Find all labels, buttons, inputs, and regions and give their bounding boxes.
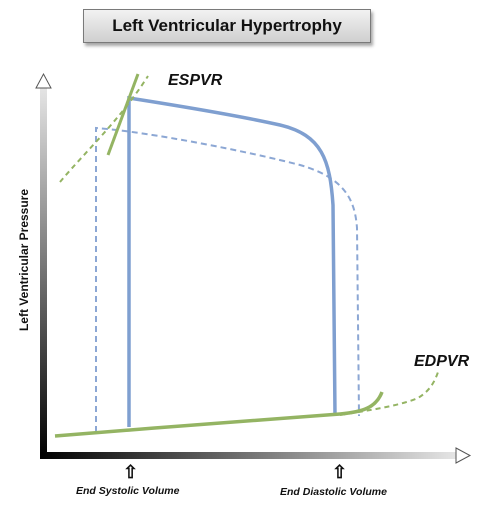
espvr-dashed-line: [59, 75, 149, 183]
edpvr-label: EDPVR: [414, 353, 470, 370]
y-axis: [40, 86, 47, 458]
end-systolic-marker-icon: ⇧: [123, 462, 139, 482]
pv-loop-solid: [127, 95, 337, 427]
end-systolic-volume-label: End Systolic Volume: [76, 485, 180, 497]
x-axis-arrowhead: [455, 447, 472, 464]
x-axis: [40, 452, 458, 459]
end-diastolic-volume-label: End Diastolic Volume: [280, 486, 387, 498]
edpvr-solid-curve: [54, 391, 384, 438]
espvr-solid-line: [106, 73, 140, 156]
espvr-label: ESPVR: [168, 72, 223, 89]
y-axis-arrowhead: [35, 72, 52, 89]
pv-loop-dashed: [95, 126, 360, 432]
edpvr-dashed-curve: [339, 371, 439, 416]
end-diastolic-marker-icon: ⇧: [332, 462, 348, 482]
diagram-title: Left Ventricular Hypertrophy: [83, 9, 371, 43]
y-axis-label: Left Ventricular Pressure: [17, 188, 31, 332]
